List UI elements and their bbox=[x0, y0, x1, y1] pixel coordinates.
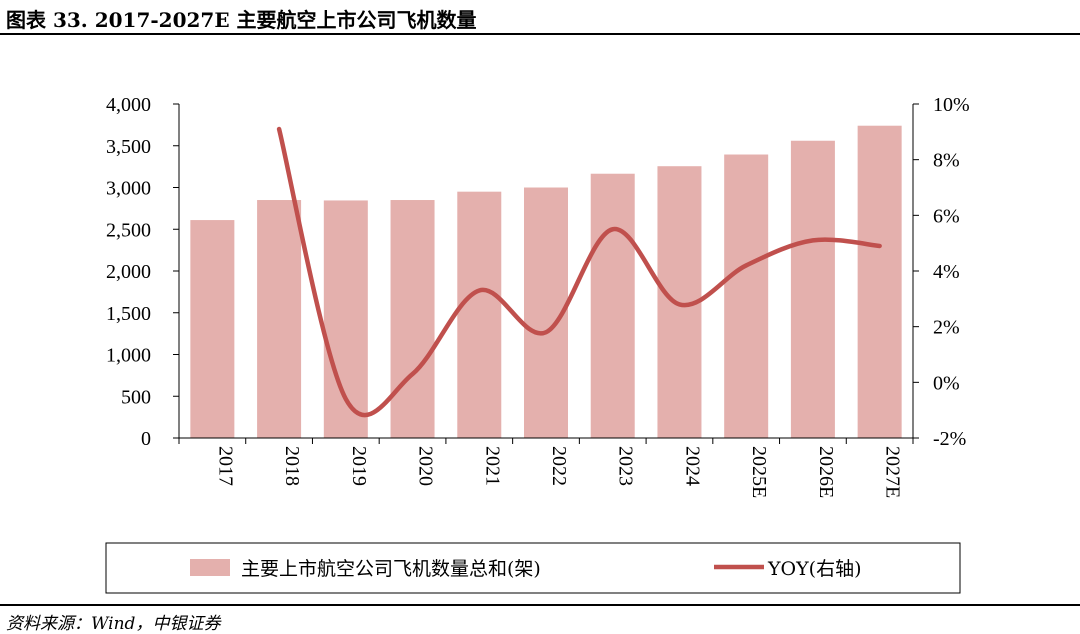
header-rule bbox=[0, 33, 1080, 35]
right-tick-label: 10% bbox=[933, 94, 970, 116]
bar-2025E bbox=[724, 154, 769, 438]
x-tick-label: 2019 bbox=[348, 446, 370, 486]
left-tick-label: 2,000 bbox=[106, 261, 151, 283]
left-tick-label: 3,000 bbox=[106, 178, 151, 200]
bar-2027E bbox=[857, 125, 902, 439]
bar-2018 bbox=[257, 200, 302, 438]
legend-line-label: YOY(右轴) bbox=[767, 558, 862, 580]
left-tick-label: 500 bbox=[121, 386, 151, 408]
x-tick-label: 2026E bbox=[815, 446, 837, 498]
x-tick-label: 2027E bbox=[882, 446, 904, 498]
x-tick-label: 2017 bbox=[214, 446, 236, 486]
x-tick-label: 2024 bbox=[681, 446, 703, 486]
bar-2023 bbox=[590, 173, 635, 438]
x-tick-label: 2022 bbox=[548, 446, 570, 486]
yoy-line bbox=[276, 126, 882, 418]
right-tick-label: 0% bbox=[933, 372, 960, 394]
bar-2020 bbox=[390, 200, 435, 438]
x-tick-label: 2021 bbox=[481, 446, 503, 486]
right-tick-label: 6% bbox=[933, 205, 960, 227]
x-tick-label: 2023 bbox=[615, 446, 637, 486]
figure-title: 图表 33. 2017-2027E 主要航空上市公司飞机数量 bbox=[6, 8, 477, 32]
left-tick-label: 4,000 bbox=[106, 94, 151, 116]
right-tick-label: 2% bbox=[933, 317, 960, 339]
figure-header: 图表 33. 2017-2027E 主要航空上市公司飞机数量 bbox=[0, 0, 1080, 34]
x-tick-label: 2018 bbox=[281, 446, 303, 486]
right-tick-label: 8% bbox=[933, 150, 960, 172]
right-tick-label: -2% bbox=[933, 428, 966, 450]
left-tick-label: 0 bbox=[141, 428, 151, 450]
left-tick-label: 3,500 bbox=[106, 136, 151, 158]
legend-box bbox=[105, 542, 961, 594]
legend-bar-label: 主要上市航空公司飞机数量总和(架) bbox=[241, 558, 541, 580]
x-tick-label: 2025E bbox=[748, 446, 770, 498]
bar-2017 bbox=[190, 220, 235, 438]
left-tick-label: 1,000 bbox=[106, 345, 151, 367]
bar-2026E bbox=[790, 140, 835, 439]
right-tick-label: 4% bbox=[933, 261, 960, 283]
footer-rule bbox=[0, 604, 1080, 606]
bar-2021 bbox=[457, 191, 502, 438]
left-tick-label: 2,500 bbox=[106, 219, 151, 241]
left-tick-label: 1,500 bbox=[106, 303, 151, 325]
x-tick-label: 2020 bbox=[415, 446, 437, 486]
source-note: 资料来源：Wind，中银证券 bbox=[6, 614, 221, 634]
legend-bar-swatch bbox=[190, 559, 230, 576]
